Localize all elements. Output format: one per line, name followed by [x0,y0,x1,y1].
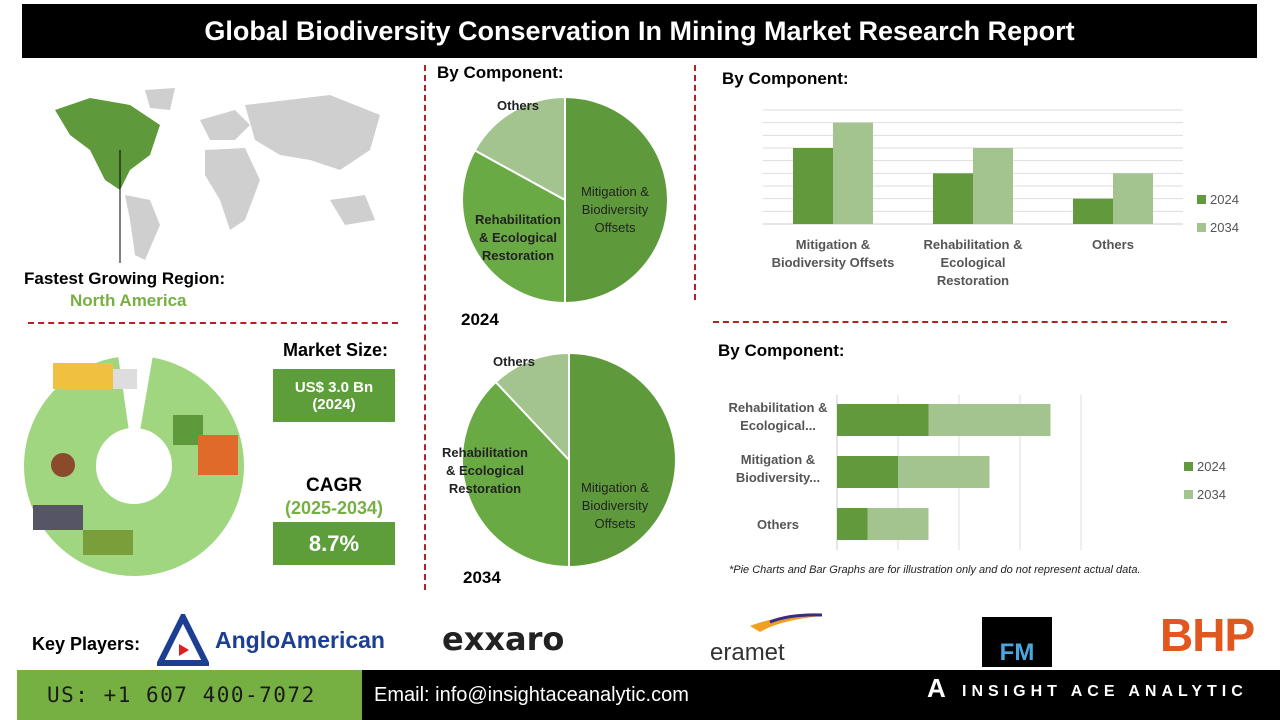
legend-label: 2034 [1210,220,1239,235]
y-tick-label: Others [757,517,799,532]
logo-fm: FM [982,617,1052,667]
pie-label: Mitigation & Biodiversity Offsets [581,480,649,531]
legend-label: 2024 [1210,192,1239,207]
pie-label: Rehabilitation & Ecological Restoration [475,212,561,263]
pie-slice [461,149,566,305]
cagr-label: CAGR [306,475,362,496]
column-bar [973,148,1013,224]
y-tick-label: Mitigation & Biodiversity... [736,452,820,485]
legend-swatch [1184,490,1193,499]
column-chart: Mitigation & Biodiversity Offsets Rehabili… [763,109,1239,288]
pie-slice [473,95,566,202]
stacked-bar-segment [837,456,898,488]
divider [694,65,696,300]
column-bar [793,148,833,224]
market-size-value: US$ 3.0 Bn [294,378,374,396]
footer-brand: INSIGHT ACE ANALYTIC [962,683,1248,700]
pie-slice [494,351,570,463]
region-value: North America [70,291,187,310]
column-bar [1113,173,1153,224]
pie-label: Others [493,354,535,369]
stacked-bar-segment [928,404,1051,436]
column-bar [933,173,973,224]
legend-label: 2034 [1197,487,1226,502]
x-tick-label: Mitigation & Biodiversity Offsets [772,237,895,270]
footer-phone[interactable]: US: +1 607 400-7072 [17,670,362,720]
pie-label: Rehabilitation & Ecological Restoration [442,445,528,496]
region-label: Fastest Growing Region: [24,269,226,288]
logo-exxaro: exxaro [442,620,565,658]
world-map [55,88,380,263]
logo-eramet: eramet [710,612,830,667]
logo-bhp: BHP [1160,609,1255,661]
eramet-swoosh-icon [750,613,823,632]
stacked-bar-segment [867,508,929,540]
pie-title: By Component: [437,63,564,82]
logo-angloamerican: AngloAmerican [157,614,385,666]
column-bar [833,122,873,224]
pie-chart-2024: Mitigation & Biodiversity Offsets Rehabilit… [461,95,669,305]
pie-year-2024: 2024 [461,310,499,329]
pie-slice [461,380,570,569]
market-size-year: (2024) [312,395,356,413]
column-chart-title: By Component: [722,69,849,88]
legend-swatch [1197,195,1206,204]
stacked-bar-segment [837,508,868,540]
divider [424,65,426,590]
pie-year-2034: 2034 [463,568,501,587]
disclaimer-note: *Pie Charts and Bar Graphs are for illus… [729,564,1141,576]
pie-slice [564,95,669,305]
divider [28,322,398,324]
bar-chart-title: By Component: [718,341,845,360]
pie-slice [568,351,677,569]
market-size-label: Market Size: [283,340,389,360]
pie-chart-2034: Mitigation & Biodiversity Offsets Rehabilit… [442,351,677,569]
x-tick-label: Rehabilitation & Ecological Restoration [924,237,1023,288]
report-title: Global Biodiversity Conservation In Mini… [22,4,1257,58]
legend-swatch [1197,223,1206,232]
cagr-period: (2025-2034) [284,498,384,518]
pie-label: Mitigation & Biodiversity Offsets [581,184,649,235]
key-players-label: Key Players: [32,634,141,654]
angloamerican-icon [157,614,209,666]
divider [713,321,1227,323]
cagr-value: 8.7% [273,522,395,565]
column-bar [1073,198,1113,224]
legend-swatch [1184,462,1193,471]
stacked-bar-segment [837,404,929,436]
stacked-bar-segment [898,456,990,488]
legend-label: 2024 [1197,459,1226,474]
footer-email[interactable]: Email: info@insightaceanalytic.com [374,684,689,706]
mining-illustration [24,355,244,576]
x-tick-label: Others [1092,237,1134,252]
brand-logo-icon: A [927,673,946,703]
y-tick-label: Rehabilitation & Ecological... [729,400,828,433]
pie-label: Others [497,98,539,113]
stacked-bar-chart: Rehabilitation & Ecological... Mitigation … [729,395,1226,550]
